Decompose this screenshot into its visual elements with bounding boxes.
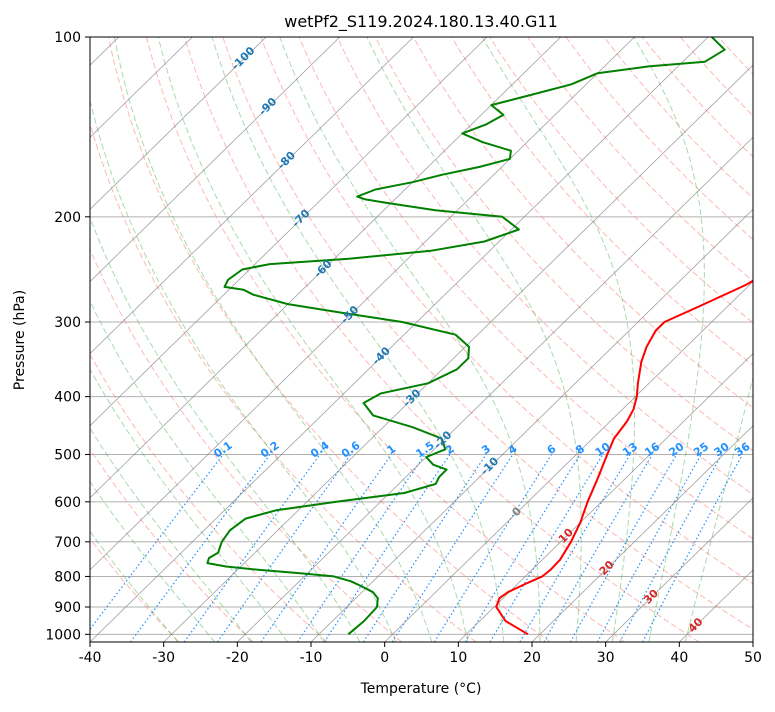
mixing-ratio-label: 0.1: [211, 439, 234, 461]
moist-adiabat: [482, 37, 634, 642]
isotherm-label: -70: [289, 206, 312, 229]
y-tick-label: 1000: [45, 627, 81, 643]
isotherm-label: 40: [686, 615, 706, 635]
y-tick-label: 400: [54, 390, 81, 406]
isotherm-label: 30: [641, 586, 661, 606]
mixing-ratio-label: 25: [691, 440, 711, 459]
moist-adiabat: [78, 37, 396, 642]
mixing-ratio-line: [184, 455, 320, 643]
y-tick-label: 500: [54, 448, 81, 464]
mixing-ratio-label: 20: [666, 440, 686, 460]
isotherm-label: -50: [338, 303, 361, 326]
mixing-ratio-label: 30: [712, 440, 732, 460]
y-tick-label: 100: [54, 30, 81, 46]
y-axis-label: Pressure (hPa): [12, 290, 28, 390]
mixing-ratio-line: [520, 455, 630, 643]
chart-title: wetPf2_S119.2024.180.13.40.G11: [284, 12, 558, 32]
dry-adiabat: [719, 37, 775, 642]
isotherm-line: [164, 37, 775, 642]
isotherm-line: [606, 37, 775, 642]
moist-adiabat: [280, 37, 540, 642]
x-tick-label: -30: [152, 650, 175, 666]
mixing-ratio-label: 0.6: [339, 439, 363, 461]
dry-adiabat: [452, 37, 775, 642]
x-tick-label: -20: [226, 650, 249, 666]
mixing-ratio-label: 13: [620, 440, 640, 459]
dry-adiabat: [223, 37, 773, 642]
mixing-ratio-label: 0.4: [308, 439, 332, 461]
dry-adiabat: [70, 37, 476, 642]
mixing-ratio-line: [392, 455, 513, 643]
moist-adiabat: [158, 37, 468, 642]
isotherm-line: [458, 37, 775, 642]
mixing-ratio-line: [434, 455, 551, 643]
isotherm-label: -100: [229, 44, 258, 73]
y-tick-label: 900: [54, 600, 81, 616]
isotherm-label: -40: [370, 344, 393, 367]
isotherm-line: [237, 37, 775, 642]
isotherm-line: [0, 37, 487, 642]
isotherm-line: [0, 37, 266, 642]
dry-adiabat: [0, 37, 328, 642]
mixing-ratio-label: 10: [593, 440, 613, 460]
moist-adiabat: [18, 37, 324, 642]
dry-adiabat: [0, 37, 253, 642]
isotherm-label: -80: [275, 149, 298, 172]
moist-adiabat: [0, 37, 288, 642]
dry-adiabat: [566, 37, 775, 642]
y-tick-label: 700: [54, 535, 81, 551]
y-tick-label: 600: [54, 495, 81, 511]
dry-adiabat: [108, 37, 550, 642]
x-tick-label: -40: [79, 650, 102, 666]
y-tick-label: 300: [54, 315, 81, 331]
x-tick-label: 0: [380, 650, 389, 666]
x-tick-label: 50: [744, 650, 762, 666]
temperature-profile: [496, 37, 775, 634]
dry-adiabat: [680, 37, 775, 642]
mixing-ratio-line: [465, 455, 580, 643]
plot-frame: [90, 37, 753, 642]
mixing-ratio-label: 0.2: [258, 439, 281, 461]
x-tick-label: -10: [300, 650, 323, 666]
isotherm-line: [0, 37, 414, 642]
y-tick-label: 200: [54, 210, 81, 226]
isotherm-label: -30: [400, 386, 423, 409]
mixing-ratio-line: [131, 455, 270, 643]
mixing-ratio-line: [570, 455, 676, 643]
isotherm-label: -90: [256, 95, 279, 118]
isotherm-line: [311, 37, 775, 642]
isotherm-line: [90, 37, 708, 642]
x-tick-label: 20: [523, 650, 541, 666]
x-tick-label: 40: [670, 650, 688, 666]
x-axis-label: Temperature (°C): [360, 681, 482, 697]
isotherm-line: [0, 37, 193, 642]
dry-adiabat: [337, 37, 775, 642]
dry-adiabat: [185, 37, 699, 642]
x-tick-label: 10: [449, 650, 467, 666]
moist-adiabat: [0, 37, 251, 642]
dry-adiabat: [757, 37, 775, 642]
dry-adiabat: [490, 37, 775, 642]
mixing-ratio-line: [324, 455, 450, 643]
isotherm-line: [753, 37, 775, 642]
dry-adiabat: [299, 37, 775, 642]
dewpoint-profile: [207, 37, 724, 634]
mixing-ratio-label: 16: [642, 440, 662, 460]
isotherm-line: [0, 37, 340, 642]
mixing-ratio-line: [620, 455, 722, 643]
x-tick-label: 30: [597, 650, 615, 666]
isotherm-line: [385, 37, 775, 642]
isotherm-label: -10: [478, 454, 501, 477]
y-tick-label: 800: [54, 569, 81, 585]
isotherm-label: 0: [509, 504, 524, 519]
mixing-ratio-line: [298, 455, 426, 643]
moist-adiabat: [46, 37, 360, 642]
isotherm-line: [532, 37, 775, 642]
isotherm-label: 20: [597, 558, 617, 578]
